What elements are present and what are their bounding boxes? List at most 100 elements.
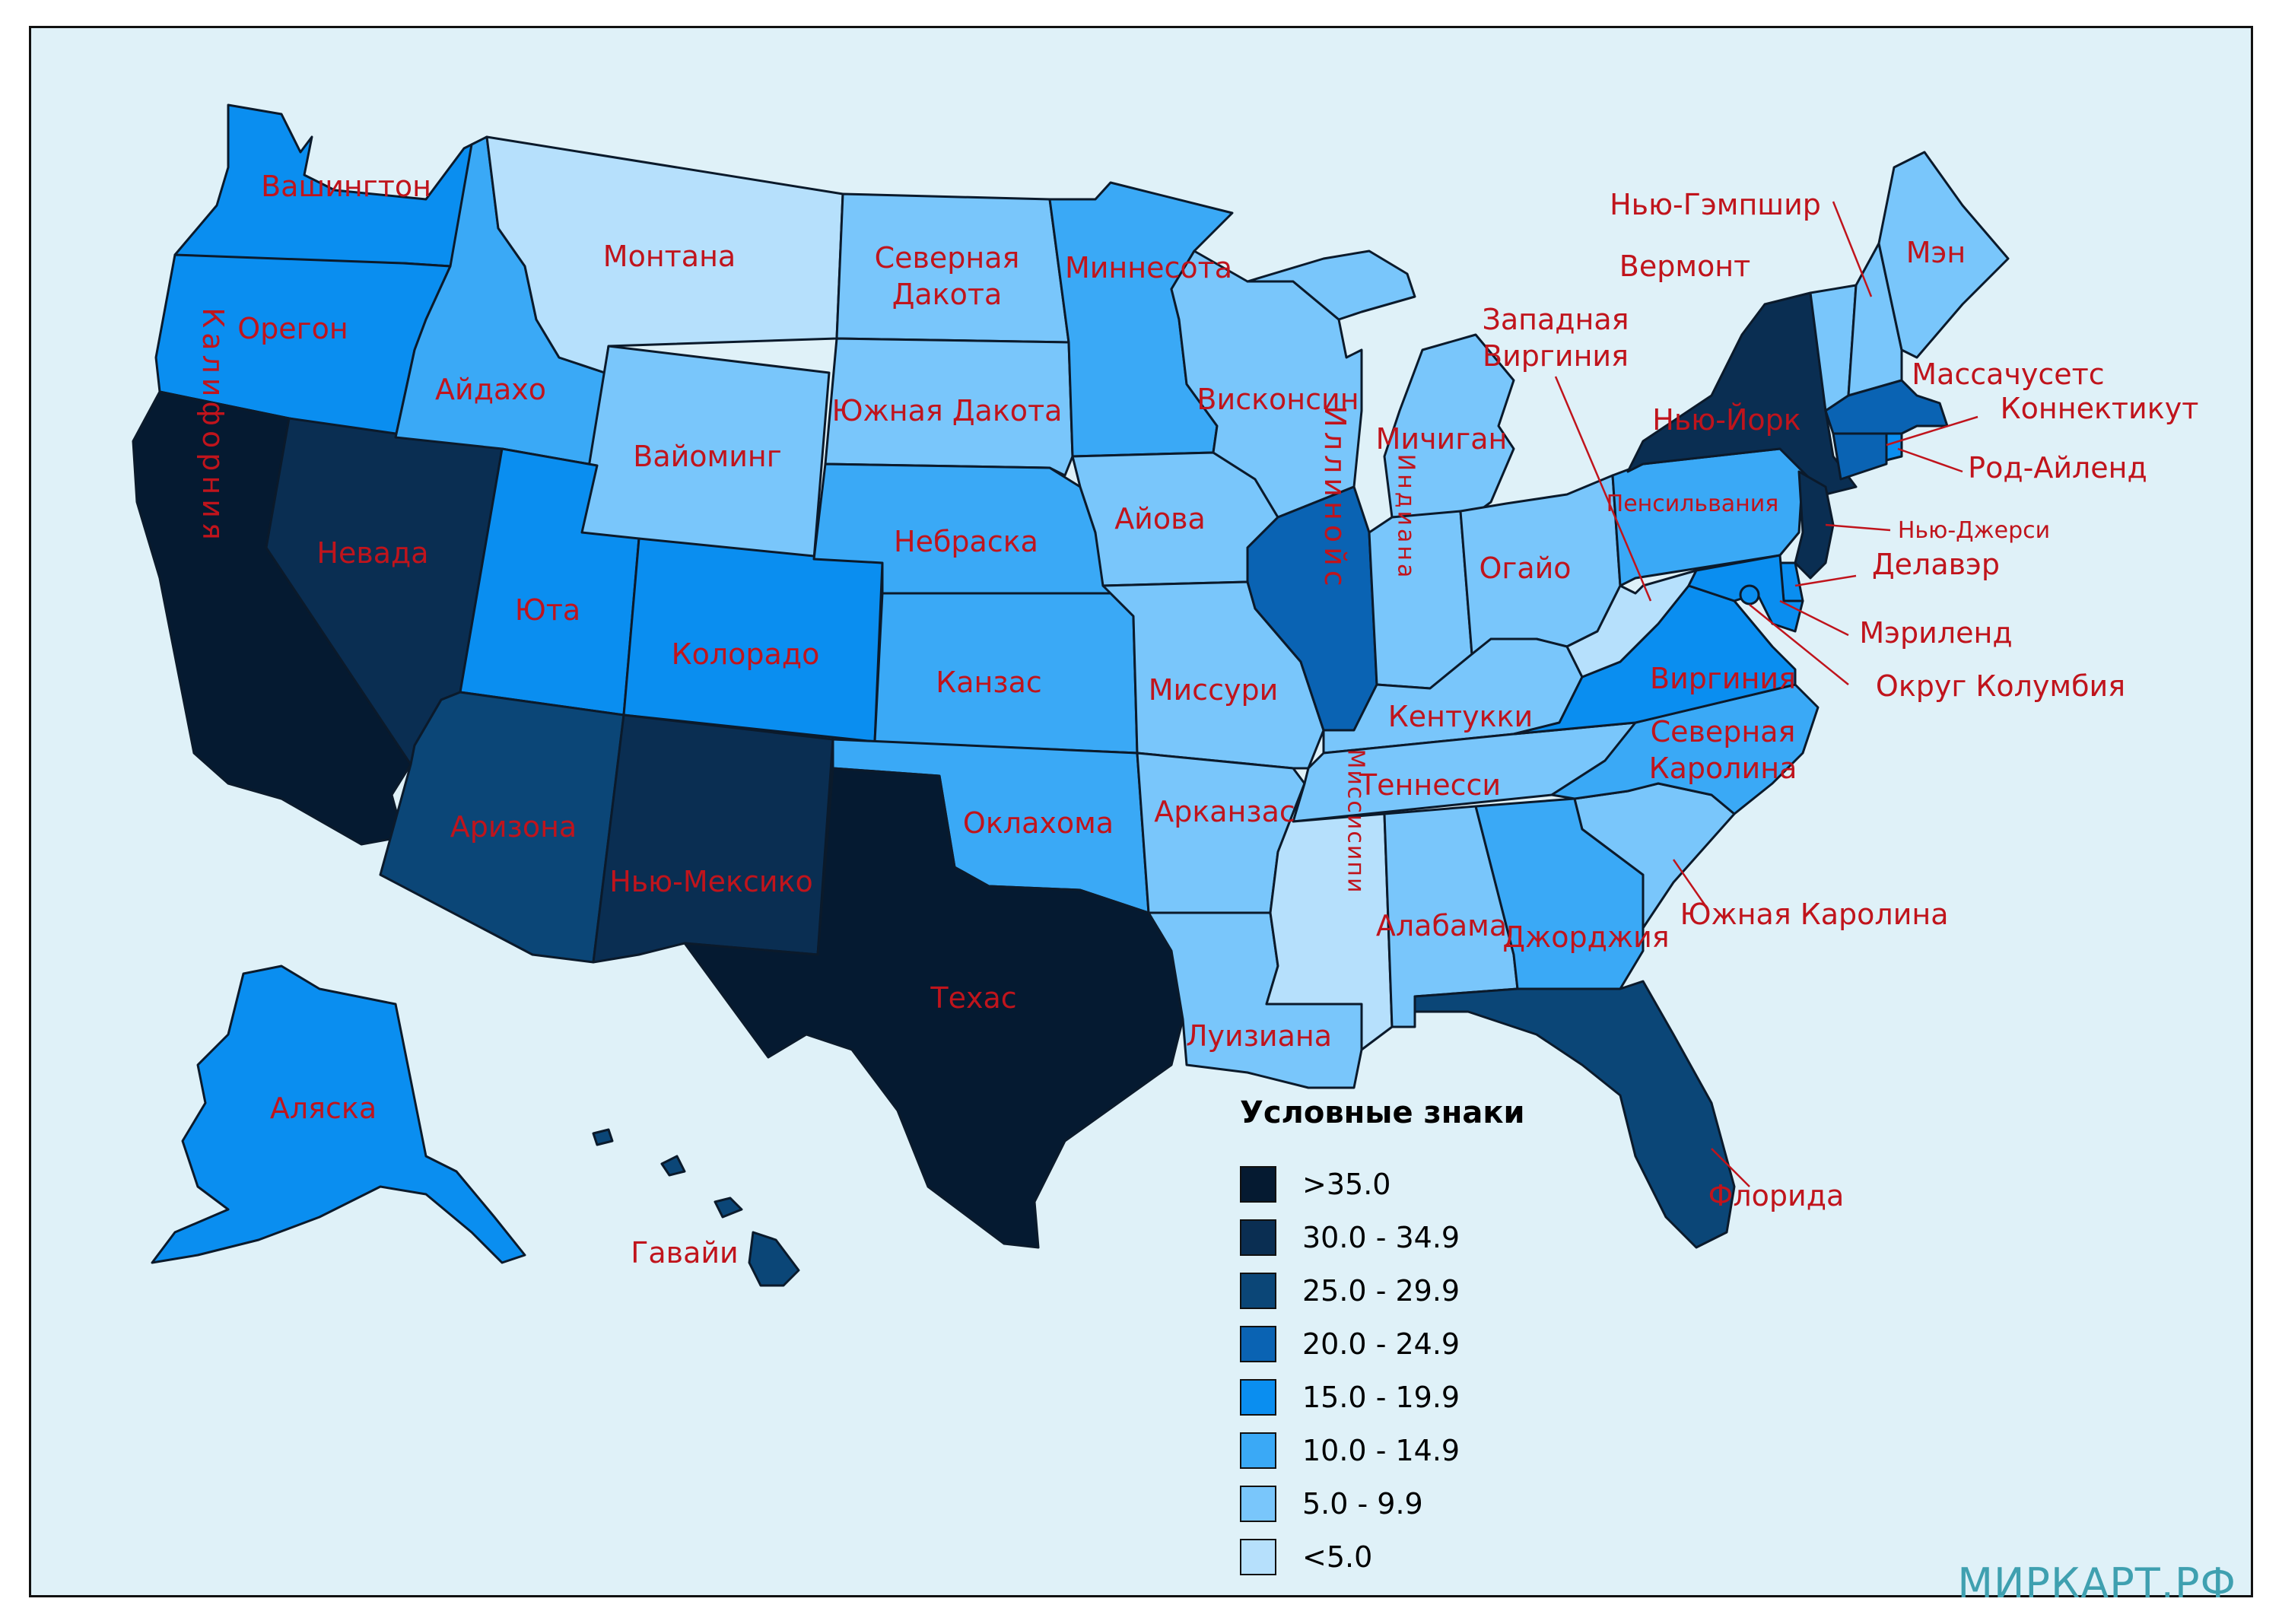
label-tennessee: Теннесси [1359,768,1501,802]
legend-items: >35.0 30.0 - 34.9 25.0 - 29.9 20.0 - 24.9 15… [1240,1158,1559,1584]
label-iowa: Айова [1114,502,1206,536]
leader-west_virginia [1554,376,1652,602]
leader-connecticut [1886,415,1978,447]
label-georgia: Джорджия [1502,920,1669,954]
leader-delaware [1794,574,1857,587]
state-rhode_island[interactable] [1885,432,1903,462]
state-michigan[interactable] [1246,249,1515,519]
label-alaska: Аляска [270,1092,377,1125]
label-north_dakota-2: Дакота [892,278,1003,311]
label-north_dakota-1: Северная [875,241,1020,275]
leader-south_carolina [1672,859,1709,910]
state-alaska[interactable] [151,965,526,1264]
label-texas: Техас [930,981,1016,1015]
legend-swatch [1240,1273,1276,1309]
legend-label: 30.0 - 34.9 [1302,1221,1460,1254]
watermark: МИРКАРТ.РФ [1957,1559,2236,1607]
legend-label: 25.0 - 29.9 [1302,1274,1460,1308]
label-kansas: Канзас [936,666,1042,699]
leader-maryland [1779,599,1849,637]
state-maine[interactable] [1877,151,2010,359]
label-massachusetts: Массачусетс [1912,358,2104,391]
label-oregon: Орегон [237,312,348,345]
legend-label: 10.0 - 14.9 [1302,1434,1460,1467]
legend-item: 15.0 - 19.9 [1240,1371,1559,1424]
legend-swatch [1240,1219,1276,1256]
label-virginia: Виргиния [1650,662,1796,695]
state-new_york[interactable] [1626,291,1858,496]
label-south_carolina: Южная Каролина [1680,898,1948,931]
leader-florida [1711,1148,1750,1187]
state-mississippi[interactable] [1265,782,1394,1051]
legend-item: <5.0 [1240,1530,1559,1584]
state-texas[interactable] [683,767,1184,1249]
label-louisiana: Луизиана [1186,1019,1332,1053]
label-idaho: Айдахо [435,373,546,406]
label-new_mexico: Нью-Мексико [609,865,813,898]
label-washington: Вашингтон [261,170,431,203]
label-ohio: Огайо [1479,551,1571,585]
leader-dc [1749,604,1849,685]
state-indiana[interactable] [1368,510,1473,690]
label-vermont: Вермонт [1619,249,1750,283]
label-michigan: Мичиган [1376,422,1508,456]
label-kentucky: Кентукки [1388,700,1533,733]
label-hawaii: Гавайи [631,1236,739,1270]
state-hawaii[interactable] [592,1128,800,1287]
label-new_hampshire: Нью-Гэмпшир [1610,188,1821,221]
state-dc[interactable] [1739,584,1760,605]
state-new_hampshire[interactable] [1847,242,1903,397]
legend-swatch [1240,1326,1276,1362]
legend-swatch [1240,1539,1276,1575]
label-west_virginia-1: Западная [1482,303,1629,336]
legend-label: >35.0 [1302,1168,1391,1201]
label-north_carolina-2: Каролина [1649,752,1797,785]
label-illinois: Иллинойс [1318,405,1352,590]
leader-new_jersey [1825,523,1891,532]
label-connecticut: Коннектикут [2001,392,2199,425]
legend-label: 20.0 - 24.9 [1302,1327,1460,1361]
label-maine: Мэн [1906,236,1966,269]
state-connecticut[interactable] [1832,432,1888,481]
label-north_carolina-1: Северная [1651,715,1796,748]
legend-item: 20.0 - 24.9 [1240,1317,1559,1371]
label-alabama: Алабама [1376,909,1507,942]
label-mississippi: Миссисипи [1343,749,1369,895]
label-florida: Флорида [1708,1179,1845,1212]
state-new_jersey[interactable] [1794,470,1835,580]
label-missouri: Миссури [1149,673,1279,707]
legend-item: 10.0 - 14.9 [1240,1424,1559,1477]
legend: Условные знаки >35.0 30.0 - 34.9 25.0 - 29… [1240,1095,1559,1584]
legend-item: 30.0 - 34.9 [1240,1211,1559,1264]
label-west_virginia-2: Виргиния [1483,339,1629,373]
leader-new_hampshire [1832,201,1873,297]
legend-label: 5.0 - 9.9 [1302,1487,1423,1521]
legend-item: >35.0 [1240,1158,1559,1211]
label-nebraska: Небраска [894,525,1038,558]
legend-title: Условные знаки [1240,1095,1525,1130]
label-colorado: Колорадо [672,637,820,671]
leader-rhode_island [1897,447,1963,473]
state-new_mexico[interactable] [592,713,834,964]
label-maryland: Мэриленд [1859,616,2012,650]
label-pennsylvania: Пенсильвания [1607,491,1779,517]
label-dc: Округ Колумбия [1876,669,2125,703]
legend-swatch [1240,1486,1276,1522]
label-arkansas: Арканзас [1154,795,1295,828]
legend-swatch [1240,1166,1276,1203]
label-montana: Монтана [603,240,736,273]
label-utah: Юта [515,593,580,627]
label-south_dakota: Южная Дакота [832,394,1063,427]
state-florida[interactable] [1413,980,1736,1249]
legend-swatch [1240,1379,1276,1416]
legend-item: 25.0 - 29.9 [1240,1264,1559,1317]
legend-item: 5.0 - 9.9 [1240,1477,1559,1530]
label-minnesota: Миннесота [1065,251,1232,284]
label-arizona: Аризона [450,810,577,844]
label-wyoming: Вайоминг [633,440,781,473]
legend-swatch [1240,1432,1276,1469]
legend-label: 15.0 - 19.9 [1302,1381,1460,1414]
label-new_jersey: Нью-Джерси [1898,517,2050,544]
label-delaware: Делавэр [1872,548,2000,581]
